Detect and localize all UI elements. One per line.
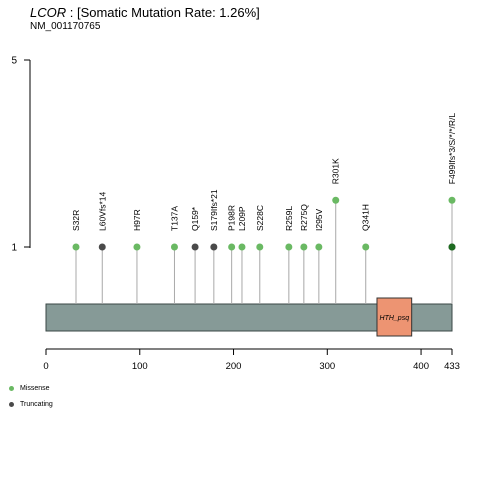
mutation-dot <box>228 243 236 251</box>
mutation-label: P198R <box>227 205 237 231</box>
mutation-label: Q341H <box>361 204 371 231</box>
mutation-dot <box>72 243 80 251</box>
mutation-dot <box>300 243 308 251</box>
domain-box <box>376 297 413 337</box>
mutation-dot <box>191 243 199 251</box>
mutation-label: R301K <box>331 158 341 184</box>
mutation-dot <box>170 243 178 251</box>
gene-name: LCOR <box>30 5 67 20</box>
missense-legend-dot <box>9 386 14 391</box>
y-tick-label: 1 <box>11 243 17 254</box>
mutation-label: F499Ifs*3/S/*/*/R/L <box>447 113 457 185</box>
mutation-label: Q159* <box>190 206 200 231</box>
y-tick-label: 5 <box>11 56 17 67</box>
legend-item-missense: Missense <box>9 385 50 392</box>
mutation-dot <box>285 243 293 251</box>
legend-item-truncating: Truncating <box>9 401 53 408</box>
mutation-label: H97R <box>132 209 142 231</box>
x-tick-label: 100 <box>132 361 148 372</box>
mutation-label: S179Ifs*21 <box>209 189 219 231</box>
mutation-label: L60Vfs*14 <box>97 192 107 231</box>
domain-label: HTH_psq <box>380 315 410 322</box>
legend-label-truncating: Truncating <box>20 401 53 408</box>
truncating-legend-dot <box>9 402 14 407</box>
chart-title: LCOR : [Somatic Mutation Rate: 1.26%] <box>30 5 260 20</box>
mutation-dot <box>98 243 106 251</box>
mutation-dot <box>238 243 246 251</box>
mutation-label: R275Q <box>299 204 309 231</box>
mutation-dot <box>210 243 218 251</box>
mutation-label: R259L <box>284 206 294 231</box>
mutation-label: T137A <box>169 206 179 231</box>
mutation-dot <box>256 243 264 251</box>
mutation-label: L209P <box>237 206 247 231</box>
mutation-dot <box>448 243 456 251</box>
mutation-dot <box>362 243 370 251</box>
legend-label-missense: Missense <box>20 385 50 392</box>
mutation-dot <box>332 196 340 204</box>
mutation-label: S228C <box>255 205 265 231</box>
mutation-dot <box>315 243 323 251</box>
x-tick-label: 200 <box>226 361 242 372</box>
mutation-dot <box>133 243 141 251</box>
mutation-rate: : [Somatic Mutation Rate: 1.26%] <box>66 5 260 20</box>
mutation-label: I295V <box>314 208 324 231</box>
mutation-label: S32R <box>71 210 81 231</box>
x-tick-label: 400 <box>413 361 429 372</box>
transcript-id: NM_001170765 <box>30 21 101 32</box>
x-tick-label: 433 <box>444 361 460 372</box>
x-tick-label: 0 <box>43 361 48 372</box>
mutation-dot <box>448 196 456 204</box>
x-tick-label: 300 <box>319 361 335 372</box>
